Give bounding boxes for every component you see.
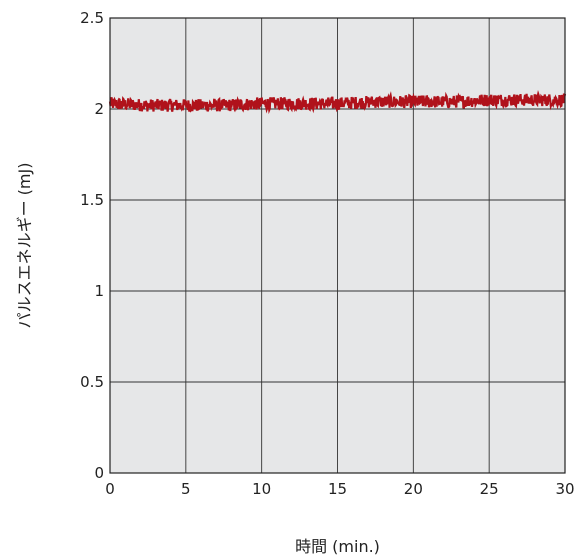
series-layer — [108, 89, 567, 115]
y-tick-label: 2.5 — [80, 9, 104, 27]
x-tick-label: 30 — [555, 480, 574, 498]
plot-frame — [109, 17, 566, 474]
y-tick-label: 1 — [94, 282, 104, 300]
x-tick-label: 0 — [105, 480, 115, 498]
y-tick-label: 0.5 — [80, 373, 104, 391]
y-tick-labels: 0 0.5 1 1.5 2 2.5 — [80, 9, 104, 482]
x-tick-label: 25 — [480, 480, 499, 498]
y-tick-label: 2 — [94, 100, 104, 118]
x-tick-label: 15 — [328, 480, 347, 498]
x-axis-title: 時間 (min.) — [295, 537, 380, 556]
y-tick-label: 0 — [94, 464, 104, 482]
x-tick-label: 20 — [404, 480, 423, 498]
x-tick-label: 5 — [181, 480, 191, 498]
x-tick-label: 10 — [252, 480, 271, 498]
y-axis-title: パルスエネルギー (mJ) — [15, 163, 34, 329]
y-tick-label: 1.5 — [80, 191, 104, 209]
x-tick-labels: 0 5 10 15 20 25 30 — [105, 480, 574, 498]
series-line-pulse-energy — [108, 89, 567, 115]
